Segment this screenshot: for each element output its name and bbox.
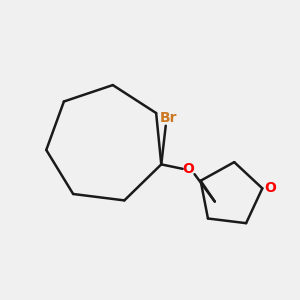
Text: Br: Br (159, 111, 177, 125)
Text: O: O (182, 162, 194, 176)
Text: O: O (264, 181, 276, 195)
